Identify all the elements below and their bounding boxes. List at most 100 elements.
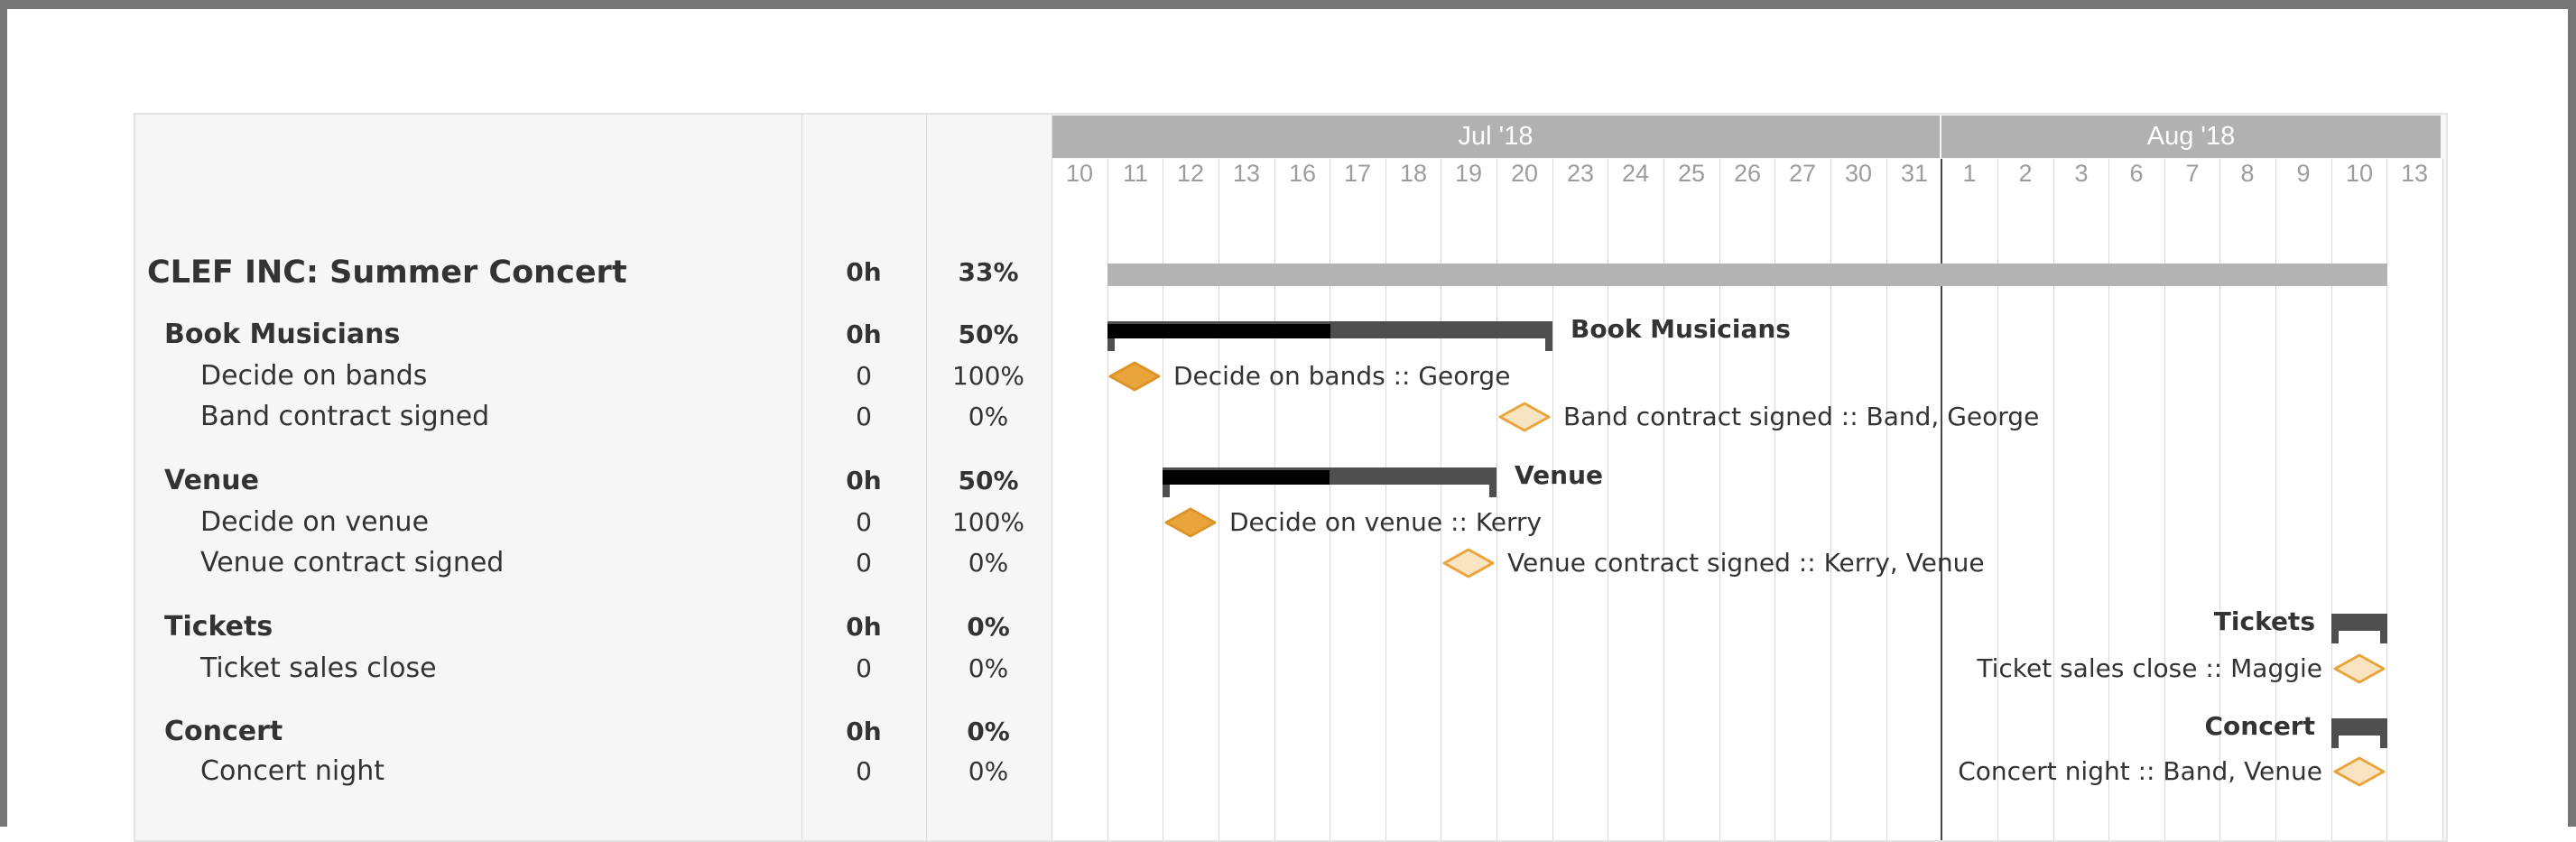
task-percent-value: 50% — [958, 319, 1019, 349]
group-bar-label: Concert — [2204, 711, 2316, 741]
task-name-group[interactable]: Tickets — [164, 611, 273, 643]
timeline-day-cell: 10 — [1065, 159, 1094, 187]
milestone-diamond-icon[interactable] — [2333, 756, 2386, 787]
group-bar-label: Tickets — [2213, 606, 2315, 636]
timeline-day-cell: 27 — [1788, 159, 1817, 187]
task-name-group[interactable]: Concert — [164, 716, 283, 747]
group-summary-bar[interactable] — [2331, 718, 2387, 748]
project-summary-bar[interactable] — [1107, 264, 2387, 286]
grid-column-line — [1107, 159, 1108, 840]
timeline-day-cell: 2 — [2018, 159, 2033, 187]
milestone-diamond-icon[interactable] — [1442, 548, 1495, 578]
window-frame-top — [0, 0, 2576, 9]
task-percent-value: 0% — [967, 717, 1010, 746]
group-bar-end-tick — [2331, 631, 2339, 643]
group-bar-body — [2331, 718, 2387, 736]
milestone-label: Venue contract signed :: Kerry, Venue — [1507, 548, 1985, 578]
grid-column-line — [2331, 159, 2332, 840]
milestone-label: Decide on venue :: Kerry — [1229, 507, 1543, 537]
timeline-day-cell: 23 — [1566, 159, 1595, 187]
group-bar-progress — [1107, 324, 1330, 338]
timeline-month-header: Aug '18 — [1941, 116, 2441, 158]
timeline-day-cell: 10 — [2345, 159, 2374, 187]
task-name-task[interactable]: Ticket sales close — [200, 652, 437, 684]
timeline-day-cell: 8 — [2240, 159, 2255, 187]
milestone-diamond-icon[interactable] — [1164, 507, 1217, 538]
grid-column-line — [1830, 159, 1831, 840]
group-bar-end-tick — [1545, 338, 1552, 351]
milestone-diamond-icon[interactable] — [1108, 361, 1161, 392]
timeline-day-cell: 26 — [1733, 159, 1762, 187]
group-summary-bar[interactable] — [2331, 614, 2387, 643]
grid-column-line — [1274, 159, 1275, 840]
task-hours-value: 0 — [856, 756, 872, 786]
task-name-task[interactable]: Decide on venue — [200, 506, 430, 538]
task-percent-value: 100% — [951, 507, 1025, 537]
gantt-widget: Jul '18 Aug '18 10 11 12 13 16 17 18 19 20 23 24 25 26… — [134, 113, 2448, 842]
task-percent-value: 33% — [958, 257, 1019, 287]
task-name-project[interactable]: CLEF INC: Summer Concert — [147, 254, 627, 291]
timeline-day-cell: 1 — [1962, 159, 1977, 187]
timeline-day-cell: 11 — [1122, 159, 1149, 187]
group-bar-label: Venue — [1515, 460, 1603, 490]
grid-column-line — [2275, 159, 2276, 840]
timeline-day-cell: 7 — [2185, 159, 2200, 187]
milestone-label: Ticket sales close :: Maggie — [1977, 653, 2322, 683]
group-bar-end-tick — [2380, 631, 2387, 643]
grid-column-line — [1886, 159, 1887, 840]
milestone-diamond-icon[interactable] — [2333, 653, 2386, 684]
grid-column-line — [1496, 159, 1497, 840]
task-hours-value: 0 — [856, 402, 872, 431]
grid-column-line — [1774, 159, 1775, 840]
grid-column-line — [2053, 159, 2054, 840]
timeline-day-cell: 31 — [1900, 159, 1929, 187]
task-name-group[interactable]: Venue — [164, 465, 259, 496]
group-bar-end-tick — [1163, 485, 1170, 497]
grid-column-line — [2164, 159, 2165, 840]
group-bar-label: Book Musicians — [1571, 314, 1791, 344]
window-frame-left — [0, 0, 7, 827]
table-divider-percent — [926, 115, 927, 840]
milestone-label: Decide on bands :: George — [1173, 361, 1511, 391]
task-percent-value: 0% — [967, 612, 1010, 642]
grid-column-line — [2442, 159, 2443, 840]
grid-column-line — [2219, 159, 2220, 840]
timeline-day-cell: 6 — [2129, 159, 2144, 187]
timeline-month-header: Jul '18 — [1052, 116, 1940, 158]
timeline-day-cell: 16 — [1288, 159, 1317, 187]
group-bar-end-tick — [1107, 338, 1115, 351]
task-hours-value: 0h — [846, 257, 882, 287]
milestone-label: Concert night :: Band, Venue — [1958, 756, 2322, 786]
timeline-day-cell: 9 — [2296, 159, 2311, 187]
milestone-label: Band contract signed :: Band, George — [1563, 402, 2040, 431]
grid-column-line — [1719, 159, 1720, 840]
task-hours-value: 0h — [846, 319, 882, 349]
group-summary-bar[interactable] — [1163, 467, 1496, 497]
task-percent-value: 0% — [968, 653, 1009, 683]
task-name-task[interactable]: Concert night — [200, 755, 385, 787]
task-hours-value: 0h — [846, 466, 882, 495]
timeline-day-cell: 30 — [1844, 159, 1873, 187]
task-name-task[interactable]: Band contract signed — [200, 401, 490, 432]
gantt-body: Jul '18 Aug '18 10 11 12 13 16 17 18 19 20 23 24 25 26… — [135, 115, 2446, 840]
group-summary-bar[interactable] — [1107, 321, 1552, 351]
group-bar-end-tick — [2380, 736, 2387, 748]
task-percent-value: 100% — [951, 361, 1025, 391]
task-name-task[interactable]: Venue contract signed — [200, 547, 505, 578]
milestone-diamond-icon[interactable] — [1498, 402, 1551, 432]
group-bar-end-tick — [2331, 736, 2339, 748]
task-hours-value: 0 — [856, 653, 872, 683]
timeline-day-cell: 18 — [1399, 159, 1428, 187]
group-bar-end-tick — [1489, 485, 1496, 497]
timeline-day-cell: 24 — [1621, 159, 1650, 187]
month-boundary-line — [1941, 159, 1942, 840]
grid-column-line — [1997, 159, 1998, 840]
task-percent-value: 50% — [958, 466, 1019, 495]
task-percent-value: 0% — [968, 548, 1009, 578]
grid-column-line — [2108, 159, 2109, 840]
task-name-group[interactable]: Book Musicians — [164, 319, 401, 350]
task-hours-value: 0 — [856, 507, 872, 537]
task-name-task[interactable]: Decide on bands — [200, 360, 428, 392]
grid-column-line — [1385, 159, 1386, 840]
timeline-day-cell: 25 — [1677, 159, 1706, 187]
